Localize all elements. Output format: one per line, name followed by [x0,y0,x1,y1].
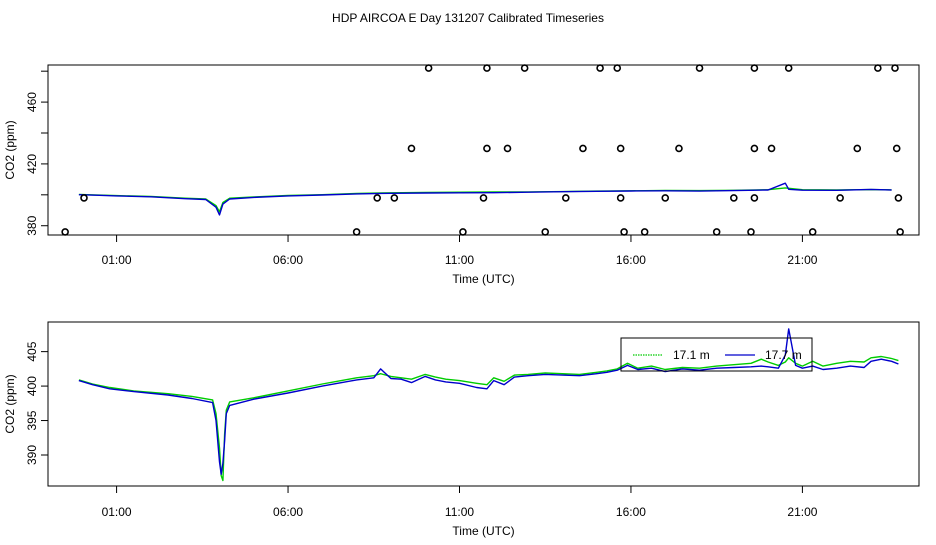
scatter-point [541,228,550,236]
y-axis-label: CO2 (ppm) [3,120,17,179]
scatter-point [750,194,759,202]
x-tick-label: 11:00 [445,505,474,519]
y-tick-label: 460 [25,92,39,112]
x-tick-label: 06:00 [273,505,303,519]
scatter-point [896,228,904,236]
y-tick-label: 400 [25,376,39,396]
scatter-point [503,144,512,153]
y-tick-label: 405 [25,341,39,361]
scatter-point [520,64,529,72]
y-tick-label: 395 [25,410,39,430]
x-tick-label: 01:00 [102,505,132,519]
series-line-1 [78,182,892,216]
x-axis-label: Time (UTC) [452,272,514,286]
scatter-point [373,194,381,202]
scatter-point [483,64,491,72]
scatter-point [616,194,625,202]
x-tick-label: 16:00 [616,253,646,267]
scatter-point [747,228,755,236]
scatter-point [808,228,817,236]
legend-box [620,337,813,372]
scatter-point [390,194,399,202]
scatter-point [836,194,844,202]
x-tick-label: 06:00 [273,253,303,267]
y-tick-label: 380 [25,215,39,235]
y-tick-label: 420 [25,154,39,174]
scatter-point [352,228,361,236]
plot-frame [47,321,920,487]
scatter-point [784,64,793,72]
x-tick-label: 21:00 [787,505,817,519]
scatter-point [479,194,488,202]
scatter-point [661,194,670,202]
scatter-point [891,64,899,72]
scatter-point [80,194,88,202]
y-tick-label: 390 [25,445,39,465]
scatter-point [767,144,776,153]
chart-title: HDP AIRCOA E Day 131207 Calibrated Times… [332,11,604,25]
scatter-point [61,228,69,236]
legend-label: 17.7 m [765,348,802,362]
series-line-0 [78,355,899,482]
scatter-point [892,144,901,153]
scatter-point [750,144,759,153]
scatter-point [640,228,649,236]
scatter-point [730,194,738,202]
scatter-point [424,64,433,72]
panel-top: 01:00 06:00 11:00 16:00 21:00 380 420 460 Time (… [3,64,920,286]
scatter-point [750,64,759,72]
x-axis-label: Time (UTC) [452,524,514,538]
scatter-point [616,144,625,153]
scatter-point [596,64,604,72]
series-line-1 [78,328,899,475]
x-tick-label: 01:00 [102,253,132,267]
scatter-point [712,228,721,236]
scatter-point [695,64,704,72]
panel-bottom: 01:00 06:00 11:00 16:00 21:00 390 395 400 405 Tim… [3,321,920,538]
x-tick-label: 21:00 [787,253,817,267]
legend-label: 17.1 m [673,348,710,362]
x-tick-label: 11:00 [445,253,474,267]
scatter-point [620,228,628,236]
scatter-point [894,194,903,202]
y-axis-label: CO2 (ppm) [3,374,17,433]
x-tick-label: 16:00 [616,505,646,519]
scatter-point [675,144,683,153]
scatter-point [874,64,882,72]
scatter-point [459,228,467,236]
scatter-point [853,144,862,153]
scatter-point [407,144,416,153]
scatter-point [483,144,491,153]
scatter-point [579,144,587,153]
plot-frame [47,64,920,236]
scatter-point [613,64,622,72]
scatter-point [561,194,570,202]
